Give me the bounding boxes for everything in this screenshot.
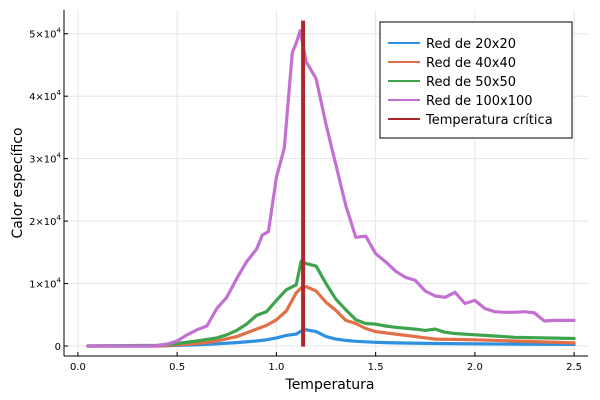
- x-axis-ticks: 0.0 0.5 1.0 1.5 2.0 2.5: [70, 352, 582, 373]
- legend-label-red-de-40x40: Red de 40x40: [426, 56, 516, 71]
- y-axis-title: Calor específico: [10, 127, 26, 238]
- series-line-red-de-50x50: [86, 259, 576, 348]
- y-tick-label-4: 4×104: [29, 89, 61, 103]
- x-tick-label-4: 2.0: [467, 362, 483, 373]
- x-tick-label-3: 1.5: [368, 362, 384, 373]
- legend-label-temperatura-critica: Temperatura crítica: [425, 113, 553, 128]
- legend-label-red-de-100x100: Red de 100x100: [426, 94, 533, 109]
- y-tick-label-1: 1×104: [29, 277, 61, 291]
- series-layer: [86, 20, 576, 348]
- y-tick-label-0: 0: [55, 342, 61, 353]
- x-tick-label-5: 2.5: [566, 362, 582, 373]
- y-tick-label-5: 5×104: [29, 27, 61, 41]
- x-tick-label-2: 1.0: [268, 362, 284, 373]
- legend-label-red-de-50x50: Red de 50x50: [426, 75, 516, 90]
- legend-label-red-de-20x20: Red de 20x20: [426, 37, 516, 52]
- legend: Red de 20x20 Red de 40x40 Red de 50x50 Red …: [379, 21, 573, 139]
- plot-frame: [63, 10, 588, 357]
- x-tick-label-0: 0.0: [70, 362, 86, 373]
- y-tick-label-2: 2×104: [29, 214, 61, 228]
- x-tick-label-1: 0.5: [169, 362, 185, 373]
- x-axis-title: Temperatura: [285, 377, 375, 393]
- y-tick-label-3: 3×104: [29, 152, 61, 166]
- y-axis-ticks: 0 1×104 2×104 3×104 4×104 5×104: [29, 27, 68, 353]
- series-line-red-de-40x40: [86, 285, 576, 348]
- series-line-red-de-100x100: [86, 29, 576, 348]
